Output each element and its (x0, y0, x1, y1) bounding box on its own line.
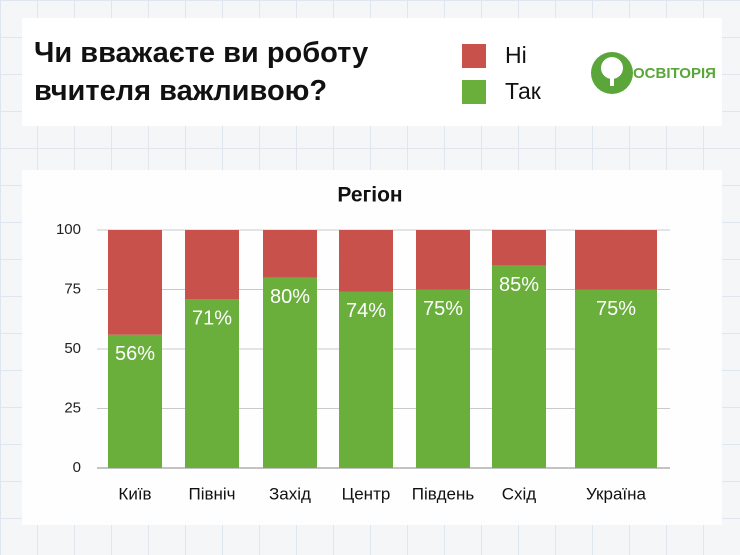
y-tick-label: 0 (73, 459, 81, 476)
data-label: 56% (115, 343, 155, 365)
bar-segment (339, 230, 393, 292)
bar-segment (263, 230, 317, 278)
logo: ОСВІТОРІЯ (591, 52, 716, 94)
chart-subtitle: Регіон (337, 184, 402, 207)
logo-tree (601, 57, 623, 79)
y-tick-label: 75 (64, 280, 81, 297)
bar-segment (339, 291, 393, 468)
bar-segment (185, 299, 239, 468)
chart-title: Чи вважаєте ви роботу вчителя важливою? (34, 37, 369, 107)
x-tick-label: Україна (586, 484, 646, 503)
legend-swatch (462, 80, 486, 104)
y-tick-label: 100 (56, 221, 81, 238)
bar-segment (416, 230, 470, 290)
x-tick-label: Центр (342, 484, 391, 503)
bar-segment (416, 289, 470, 468)
data-label: 85% (499, 274, 539, 296)
x-tick-label: Північ (188, 484, 235, 503)
bar-segment (108, 334, 162, 468)
data-label: 75% (596, 298, 636, 320)
data-label: 74% (346, 300, 386, 322)
legend-label: Ні (505, 42, 527, 68)
legend-label: Так (505, 78, 542, 104)
data-label: 71% (192, 307, 232, 329)
x-tick-label: Захід (269, 484, 311, 503)
x-tick-label: Південь (412, 484, 475, 503)
data-label: 80% (270, 286, 310, 308)
x-tick-label: Схід (502, 484, 537, 503)
bar-segment (575, 289, 657, 468)
bar-segment (185, 230, 239, 300)
bar-segment (108, 230, 162, 335)
data-label: 75% (423, 298, 463, 320)
legend-swatch (462, 44, 486, 68)
y-tick-label: 50 (64, 340, 81, 357)
logo-text: ОСВІТОРІЯ (633, 65, 716, 82)
bar-segment (492, 265, 546, 468)
bar-segment (263, 277, 317, 468)
x-tick-label: Київ (118, 484, 151, 503)
y-tick-label: 25 (64, 399, 81, 416)
bar-segment (575, 230, 657, 290)
logo-trunk (610, 72, 614, 86)
bar-segment (492, 230, 546, 266)
